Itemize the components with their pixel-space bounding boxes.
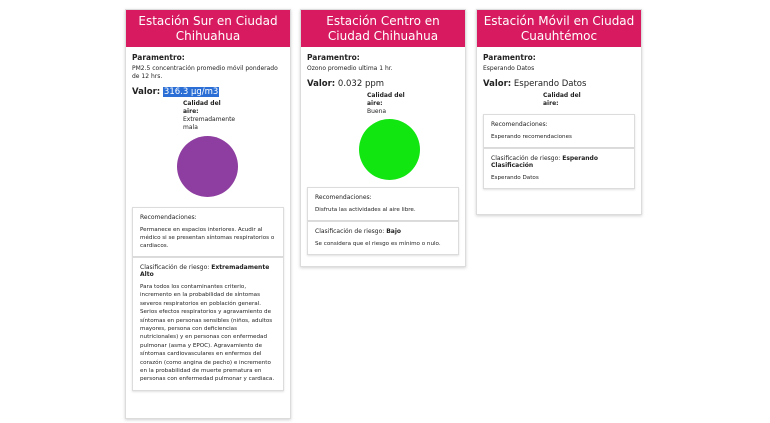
station-card-centro: Estación Centro en Ciudad Chihuahua Para… — [300, 9, 466, 267]
card-title: Estación Móvil en Ciudad Cuauhtémoc — [477, 10, 641, 47]
value-label: Valor: — [307, 79, 336, 89]
param-title: Paramentro: — [132, 53, 185, 62]
param-title: Paramentro: — [307, 53, 360, 62]
air-quality-indicator — [359, 119, 420, 180]
risk-level: Bajo — [386, 228, 402, 235]
risk-description: Para todos los contaminantes criterio, i… — [140, 284, 275, 383]
station-card-movil: Estación Móvil en Ciudad Cuauhtémoc Para… — [476, 9, 642, 215]
value-text: Esperando Datos — [513, 79, 587, 89]
value-line: Valor: 316.3 µg/m3 — [132, 87, 284, 97]
recommendations-text: Permanece en espacios interiores. Acudir… — [140, 227, 275, 249]
value-text[interactable]: 316.3 µg/m3 — [162, 87, 220, 97]
value-label: Valor: — [483, 79, 512, 89]
recommendations-panel: Recomendaciones: Esperando recomendacion… — [483, 114, 635, 148]
air-quality-label: Calidad del aire: — [367, 92, 405, 107]
value-line: Valor: Esperando Datos — [483, 79, 635, 89]
risk-panel: Clasificación de riesgo: Bajo Se conside… — [307, 221, 459, 256]
risk-panel: Clasificación de riesgo: Esperando Clasi… — [483, 148, 635, 190]
recommendations-panel: Recomendaciones: Permanece en espacios i… — [132, 207, 284, 257]
card-title: Estación Sur en Ciudad Chihuahua — [126, 10, 290, 47]
risk-description: Se considera que el riesgo es mínimo o n… — [315, 241, 441, 247]
risk-level: Extremadamente Alto — [140, 264, 270, 278]
recommendations-panel: Recomendaciones: Disfruta las actividade… — [307, 187, 459, 221]
risk-level: Esperando Clasificación — [491, 155, 598, 169]
param-title: Paramentro: — [483, 53, 536, 62]
station-card-sur: Estación Sur en Ciudad Chihuahua Paramen… — [125, 9, 291, 419]
air-quality-value: Extremadamente mala — [183, 116, 236, 131]
value-label: Valor: — [132, 87, 161, 97]
param-description: Ozono promedio ultima 1 hr. — [307, 65, 393, 72]
param-description: Esperando Datos — [483, 65, 535, 72]
value-text: 0.032 ppm — [337, 79, 385, 89]
param-description: PM2.5 concentración promedio móvil ponde… — [132, 65, 278, 80]
card-title: Estación Centro en Ciudad Chihuahua — [301, 10, 465, 47]
air-quality-label: Calidad del aire: — [183, 100, 221, 115]
recommendations-title: Recomendaciones: — [491, 121, 548, 128]
recommendations-text: Disfruta las actividades al aire libre. — [315, 207, 416, 213]
air-quality-value: Buena — [367, 108, 387, 115]
risk-title: Clasificación de riesgo: Bajo — [315, 228, 402, 235]
recommendations-title: Recomendaciones: — [140, 214, 197, 221]
risk-title: Clasificación de riesgo: Extremadamente … — [140, 264, 270, 278]
recommendations-title: Recomendaciones: — [315, 194, 372, 201]
recommendations-text: Esperando recomendaciones — [491, 134, 572, 140]
air-quality-indicator — [177, 136, 238, 197]
air-quality-label: Calidad del aire: — [543, 92, 581, 107]
risk-panel: Clasificación de riesgo: Extremadamente … — [132, 257, 284, 391]
risk-description: Esperando Datos — [491, 175, 539, 181]
value-line: Valor: 0.032 ppm — [307, 79, 459, 89]
risk-title: Clasificación de riesgo: Esperando Clasi… — [491, 155, 598, 169]
